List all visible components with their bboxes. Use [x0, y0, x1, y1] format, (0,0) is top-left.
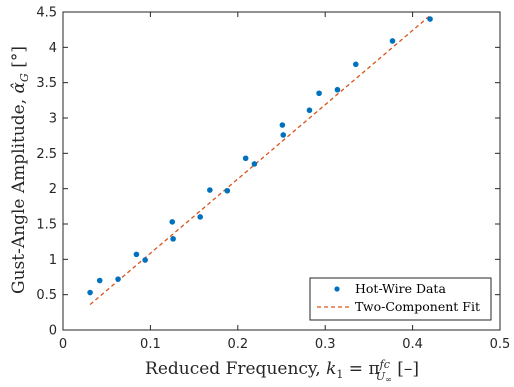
legend-marker-hot-wire	[334, 286, 340, 292]
data-point	[207, 187, 213, 193]
y-axis: 0 0.5 1 1.5 2 2.5 3 3.5 4 4.5	[36, 6, 500, 339]
data-point	[224, 187, 231, 194]
data-point	[169, 219, 176, 225]
y-tick-label: 4.5	[36, 6, 57, 21]
data-point	[197, 214, 204, 220]
legend: Hot-Wire Data Two-Component Fit	[309, 277, 492, 321]
plot-area: 0 0.1 0.2 0.3 0.4 0.5 0 0.5 1 1.5 2 2.5 3 3.5 4 4.5	[36, 6, 510, 353]
y-tick-label: 3	[49, 112, 57, 127]
legend-label-fit: Two-Component Fit	[355, 299, 480, 314]
y-tick-label: 2.5	[36, 147, 57, 162]
axes-box	[62, 11, 501, 331]
y-tick-label: 1	[49, 253, 57, 268]
data-point	[316, 90, 322, 97]
x-axis-label: Reduced Frequency, k1 = πfc U∞ [–]	[145, 358, 419, 384]
y-tick-label: 0	[49, 324, 57, 339]
y-tick-label: 4	[49, 41, 57, 56]
data-point	[87, 289, 93, 296]
data-point	[251, 161, 258, 167]
data-point	[242, 155, 249, 162]
data-point	[96, 277, 103, 284]
legend-box	[309, 277, 492, 321]
y-tick-label: 0.5	[36, 288, 57, 303]
data-point	[170, 236, 176, 242]
x-tick-label: 0.1	[140, 337, 161, 352]
y-axis-label: Gust-Angle Amplitude, α̂G [°]	[9, 46, 31, 294]
y-tick-label: 2	[49, 182, 57, 197]
y-tick-label: 3.5	[36, 76, 57, 91]
fit-layer	[89, 15, 431, 306]
data-point	[280, 132, 287, 138]
data-point	[133, 251, 140, 258]
data-point	[142, 257, 148, 263]
x-tick-label: 0.4	[402, 337, 423, 352]
legend-label-hot-wire: Hot-Wire Data	[355, 281, 446, 296]
data-point	[279, 122, 286, 128]
x-axis: 0 0.1 0.2 0.3 0.4 0.5	[59, 12, 510, 352]
x-tick-label: 0.2	[227, 337, 248, 352]
x-tick-label: 0	[59, 337, 67, 352]
y-tick-label: 1.5	[36, 218, 57, 233]
points-layer	[87, 16, 433, 296]
data-point	[334, 86, 341, 93]
x-tick-label: 0.5	[490, 337, 511, 352]
data-point	[352, 61, 359, 68]
fit-line	[89, 15, 431, 306]
data-point	[115, 276, 121, 282]
data-point	[389, 38, 396, 44]
data-point	[306, 107, 313, 114]
data-point	[427, 16, 433, 22]
x-tick-label: 0.3	[315, 337, 336, 352]
